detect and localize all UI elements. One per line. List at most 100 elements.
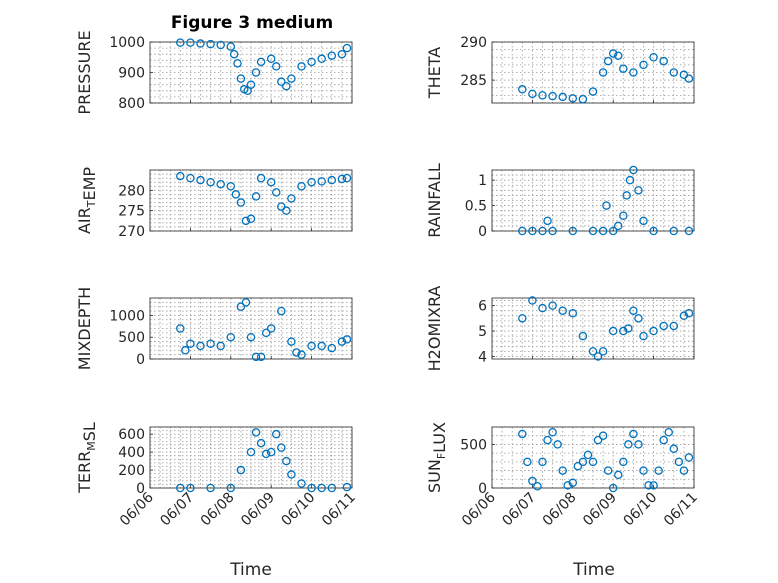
- data-point: [206, 177, 215, 187]
- data-point: [226, 182, 236, 191]
- y-axis-label: TERRMSL: [75, 422, 99, 494]
- x-tick-label: 06/09: [238, 490, 278, 530]
- data-point: [619, 211, 628, 220]
- data-point: [578, 331, 588, 341]
- x-tick-label: 06/11: [319, 490, 359, 530]
- x-tick-label: 06/11: [661, 490, 701, 530]
- y-tick-label: 5: [478, 324, 487, 340]
- data-point: [317, 54, 326, 64]
- data-point: [639, 216, 648, 226]
- data-point: [593, 352, 603, 361]
- y-tick-label: 0.5: [465, 199, 487, 215]
- y-tick-label: 270: [118, 224, 145, 240]
- y-tick-label: 285: [460, 73, 487, 89]
- y-tick-label: 0: [478, 224, 487, 240]
- data-point: [251, 68, 261, 77]
- y-axis-label: H2OMIXRA: [425, 286, 444, 372]
- data-point: [644, 481, 653, 490]
- data-point: [669, 444, 679, 454]
- data-point: [528, 226, 537, 236]
- data-point: [317, 483, 326, 493]
- y-tick-label: 0: [136, 352, 145, 368]
- data-point: [282, 456, 291, 466]
- data-point: [634, 186, 643, 195]
- y-axis-label: PRESSURE: [75, 30, 94, 114]
- data-point: [624, 440, 633, 449]
- axes-box: [491, 169, 695, 232]
- x-axis-label-right: Time: [572, 560, 615, 580]
- data-point: [292, 348, 301, 357]
- data-point: [528, 296, 537, 305]
- data-point: [251, 352, 261, 362]
- data-point: [625, 175, 635, 185]
- data-point: [266, 447, 276, 457]
- data-point: [317, 177, 326, 186]
- data-point: [327, 343, 337, 353]
- x-tick-label: 06/08: [540, 490, 580, 530]
- data-point: [186, 173, 195, 183]
- data-point: [614, 221, 623, 231]
- data-point: [593, 435, 603, 445]
- data-point: [518, 429, 527, 439]
- data-point: [176, 38, 185, 47]
- data-point: [277, 443, 286, 452]
- data-point: [233, 59, 242, 68]
- data-point: [216, 341, 225, 351]
- data-point: [649, 226, 658, 236]
- data-point: [297, 350, 306, 359]
- data-point: [518, 226, 527, 236]
- data-point: [342, 482, 352, 492]
- data-point: [649, 481, 658, 490]
- data-point: [251, 192, 261, 201]
- data-point: [266, 54, 276, 64]
- data-point: [277, 306, 286, 316]
- data-point: [684, 453, 694, 462]
- data-point: [614, 51, 623, 60]
- data-point: [181, 346, 190, 355]
- data-point: [518, 314, 527, 323]
- data-point: [317, 341, 326, 351]
- data-point: [598, 347, 608, 356]
- data-point: [327, 175, 337, 185]
- data-point: [256, 173, 266, 183]
- data-point: [271, 62, 281, 71]
- axes-box: [149, 297, 353, 360]
- data-point: [558, 92, 567, 102]
- data-point: [684, 308, 694, 318]
- data-point: [629, 68, 638, 77]
- data-point: [679, 466, 689, 475]
- data-point: [216, 40, 225, 50]
- data-point: [684, 226, 694, 236]
- data-point: [654, 466, 663, 475]
- data-point: [634, 440, 643, 449]
- data-point: [639, 60, 648, 70]
- x-tick-label: 06/07: [157, 490, 197, 530]
- data-point: [206, 483, 215, 493]
- y-tick-label: 4: [478, 349, 487, 365]
- data-point: [216, 179, 225, 189]
- data-point: [669, 68, 679, 77]
- data-point: [538, 226, 547, 236]
- data-point: [251, 428, 261, 437]
- y-tick-label: 600: [118, 427, 145, 443]
- data-point: [246, 447, 256, 457]
- data-point: [256, 352, 266, 362]
- y-tick-label: 290: [460, 35, 487, 51]
- data-point: [588, 457, 598, 467]
- x-tick-label: 06/10: [621, 490, 661, 530]
- data-point: [297, 479, 306, 488]
- data-point: [543, 216, 552, 226]
- data-point: [629, 429, 638, 439]
- y-tick-label: 900: [118, 66, 145, 82]
- data-point: [568, 308, 578, 318]
- subplot-3: 0 0.5 1 RAINFALL: [425, 163, 695, 240]
- data-point: [266, 324, 276, 333]
- data-point: [538, 457, 547, 467]
- y-tick-label: 500: [460, 437, 487, 453]
- data-point: [548, 91, 557, 101]
- data-point: [659, 56, 668, 66]
- subplot-0: 800 900 1000 PRESSURE: [75, 30, 353, 115]
- data-point: [277, 77, 286, 86]
- data-point: [518, 85, 527, 94]
